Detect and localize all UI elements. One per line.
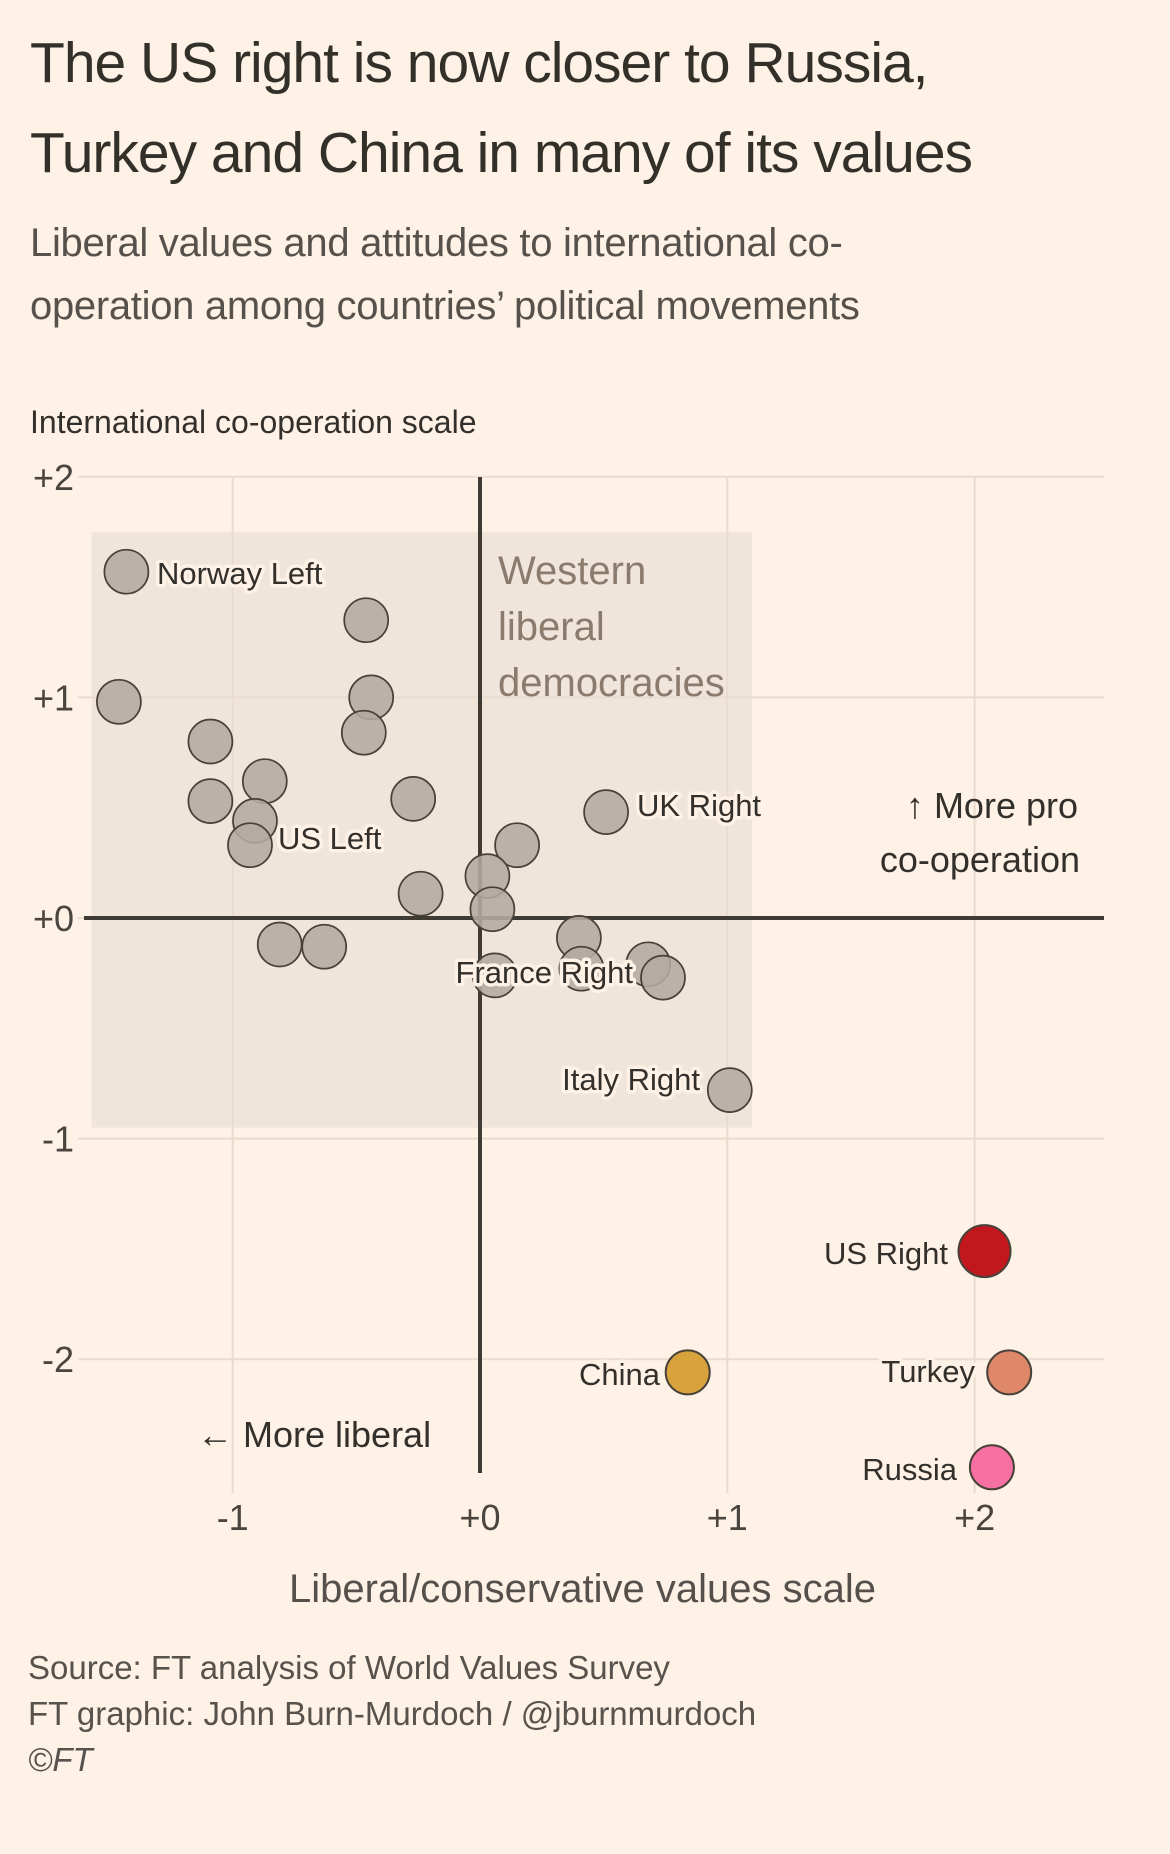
dot-unlabeled — [301, 923, 348, 970]
point-label-turkey: Turkey — [881, 1354, 975, 1389]
chart-title-line1: The US right is now closer to Russia, — [30, 31, 929, 95]
more-liberal-annotation: ← More liberal — [197, 1414, 431, 1455]
region-label-line-2: liberal — [498, 605, 605, 649]
y-tick-label--1: -1 — [42, 1119, 74, 1160]
point-label-us-left: US Left — [278, 821, 382, 856]
y-tick-label-1: +1 — [33, 677, 74, 718]
dot-unlabeled — [187, 718, 234, 765]
point-label-us-right: US Right — [824, 1236, 948, 1271]
more-pro-cooperation-annotation-line2: co-operation — [880, 839, 1080, 880]
point-label-italy-right: Italy Right — [562, 1062, 700, 1097]
dot-unlabeled — [558, 945, 605, 992]
point-label-china: China — [579, 1357, 661, 1392]
dot-unlabeled — [494, 822, 540, 869]
dot-turkey — [986, 1349, 1033, 1396]
dot-us-left — [227, 822, 273, 869]
dot-china — [664, 1349, 711, 1396]
region-label-line-1: Western — [498, 549, 646, 593]
dot-unlabeled — [241, 758, 288, 805]
chart-title: The US right is now closer to Russia, Tu… — [30, 18, 1150, 198]
y-tick-label-0: +0 — [33, 898, 74, 939]
point-label-uk-right: UK Right — [637, 788, 761, 823]
more-pro-cooperation-annotation-line1: ↑ More pro — [906, 785, 1078, 826]
dot-unlabeled — [187, 778, 234, 824]
credit-line: FT graphic: John Burn-Murdoch / @jburnmu… — [28, 1695, 757, 1732]
region-label-line-3: democracies — [498, 661, 725, 705]
x-tick-label--1: -1 — [217, 1497, 249, 1538]
source-line: Source: FT analysis of World Values Surv… — [28, 1649, 670, 1686]
dot-unlabeled — [343, 597, 390, 644]
chart-subtitle: Liberal values and attitudes to internat… — [30, 212, 1130, 338]
point-label-russia: Russia — [862, 1452, 958, 1487]
dot-unlabeled — [397, 870, 444, 917]
dot-unlabeled — [471, 952, 518, 999]
dot-unlabeled — [640, 954, 686, 1001]
dot-russia — [968, 1444, 1015, 1491]
chart-title-line2: Turkey and China in many of its values — [30, 121, 973, 185]
y-axis-title: International co-operation scale — [30, 404, 477, 440]
y-tick-label--2: -2 — [42, 1339, 74, 1380]
point-label-france-right: France Right — [456, 955, 634, 990]
x-tick-label-2: +2 — [954, 1497, 995, 1538]
copyright-line: ©FT — [28, 1741, 93, 1778]
dot-uk-right — [583, 789, 629, 835]
x-tick-label-1: +1 — [707, 1497, 748, 1538]
chart-subtitle-line2: operation among countries’ political mov… — [30, 284, 860, 328]
point-label-norway-left: Norway Left — [157, 556, 323, 591]
dot-unlabeled — [340, 709, 387, 756]
dot-unlabeled — [469, 886, 516, 933]
dot-unlabeled — [96, 678, 142, 725]
x-axis-title: Liberal/conservative values scale — [289, 1567, 876, 1611]
dot-unlabeled — [390, 776, 437, 822]
x-tick-label-0: +0 — [459, 1497, 500, 1538]
dot-italy-right — [706, 1067, 753, 1113]
chart-footer: Source: FT analysis of World Values Surv… — [28, 1645, 1128, 1783]
dot-norway-left — [103, 548, 150, 595]
chart-subtitle-line1: Liberal values and attitudes to internat… — [30, 221, 843, 265]
y-tick-label-2: +2 — [33, 457, 74, 498]
dot-us-right — [957, 1224, 1012, 1279]
western-democracies-region — [91, 531, 753, 1128]
dot-unlabeled — [256, 921, 303, 968]
